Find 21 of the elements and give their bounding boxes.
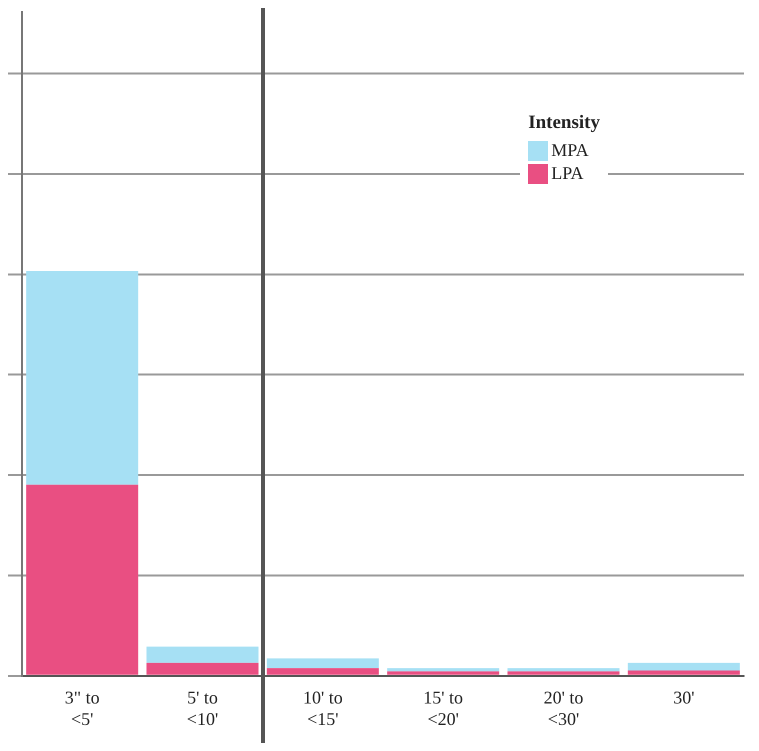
bar	[387, 671, 500, 675]
bar	[507, 671, 620, 675]
x-tick-label: 15' to <20'	[423, 687, 464, 729]
x-tick-label: 5' to <10'	[186, 687, 218, 729]
x-tick-label: 20' to <30'	[544, 687, 584, 729]
bar	[266, 658, 379, 668]
bar	[387, 668, 500, 672]
legend-label: MPA	[551, 140, 589, 161]
bar	[628, 662, 740, 671]
x-tick-label: 10' to <15'	[302, 687, 343, 729]
bar	[266, 668, 379, 675]
x-tick-label: 30'	[673, 687, 694, 708]
bar	[146, 646, 259, 663]
legend-label: LPA	[551, 163, 584, 184]
bar	[628, 670, 740, 675]
bar	[146, 662, 259, 675]
bar	[26, 271, 138, 485]
legend-title: Intensity	[528, 112, 600, 134]
x-tick-label: 3" to <5'	[64, 687, 100, 729]
bar	[26, 484, 138, 675]
bar	[507, 668, 620, 672]
